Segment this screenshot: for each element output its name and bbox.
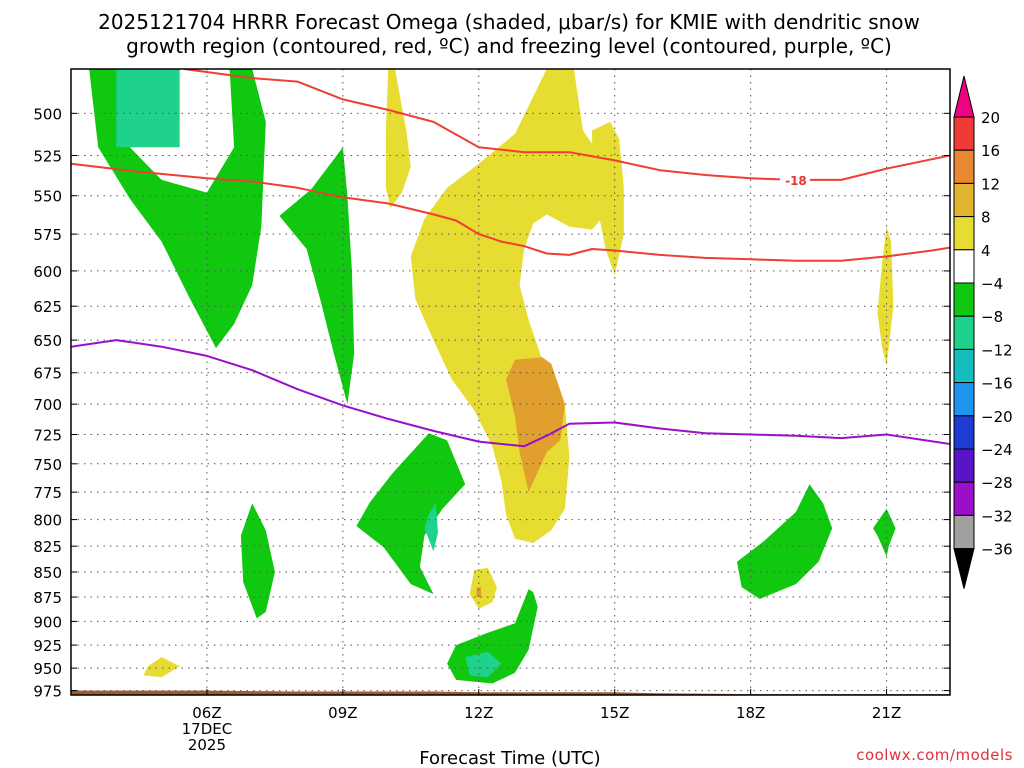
colorbar-label-12: 12 — [981, 175, 1000, 193]
x-axis-label: Forecast Time (UTC) — [419, 748, 600, 768]
plot-frame — [70, 68, 951, 696]
y-tick-label-850: 850 — [33, 564, 62, 582]
x-tick-sublabel-0: 17DEC — [182, 720, 233, 738]
contour-label-minus-18: -18 — [785, 174, 807, 188]
colorbar-box-8 — [953, 348, 975, 384]
colorbar-label--20: −20 — [981, 408, 1013, 426]
colorbar-label-4: 4 — [981, 242, 991, 260]
omega-region-teal-15 — [424, 503, 438, 552]
omega-region-green-9 — [240, 503, 275, 619]
y-tick-label-575: 575 — [33, 226, 62, 244]
colorbar-box-4 — [953, 216, 975, 251]
colorbar-box-3 — [953, 182, 975, 218]
colorbar-label--12: −12 — [981, 341, 1013, 359]
colorbar-box-5 — [953, 249, 975, 284]
omega-region-orange-6 — [506, 357, 565, 493]
y-tick-label-950: 950 — [33, 660, 62, 678]
chart-title-line-1: 2025121704 HRRR Forecast Omega (shaded, … — [98, 10, 920, 34]
y-tick-label-900: 900 — [33, 613, 62, 631]
colorbar-top-arrow — [953, 75, 975, 118]
omega-region-green-8 — [279, 147, 355, 405]
x-tick-sublabel-1: 2025 — [188, 736, 226, 754]
colorbar-label--32: −32 — [981, 507, 1013, 525]
y-tick-label-625: 625 — [33, 298, 62, 316]
chart-title-line-2: growth region (contoured, red, ºC) and f… — [126, 34, 892, 58]
omega-region-teal-16 — [465, 651, 502, 678]
omega-colorbar: 20 16 12 8 4 −4 −8 −12 −16 −20 −24 −28 −32 −36 — [953, 75, 1013, 589]
colorbar-box-11 — [953, 448, 975, 483]
omega-region-green-10 — [356, 433, 466, 595]
y-tick-label-800: 800 — [33, 512, 62, 530]
colorbar-label--24: −24 — [981, 441, 1013, 459]
omega-region-green-12 — [737, 484, 833, 599]
y-tick-label-750: 750 — [33, 456, 62, 474]
contour-label-bg — [779, 171, 810, 186]
snow-growth-contour--18 — [184, 69, 950, 181]
y-tick-label-500: 500 — [33, 105, 62, 123]
y-tick-label-875: 875 — [33, 589, 62, 607]
colorbar-box-12 — [953, 481, 975, 516]
omega-region-green-7 — [89, 69, 266, 349]
colorbar-box-9 — [953, 382, 975, 417]
plot-area: -18 — [70, 68, 951, 696]
omega-region-teal-14 — [116, 69, 180, 148]
omega-region-green-13 — [873, 508, 896, 557]
colorbar-label--28: −28 — [981, 474, 1013, 492]
terrain — [71, 690, 950, 695]
omega-region-yellow-2 — [385, 69, 411, 209]
y-tick-label-650: 650 — [33, 332, 62, 350]
y-tick-label-600: 600 — [33, 263, 62, 281]
colorbar-box-10 — [953, 415, 975, 450]
colorbar-box-6 — [953, 282, 975, 317]
omega-region-orange-17 — [476, 587, 481, 597]
x-tick-label-12Z: 12Z — [464, 704, 493, 722]
snow-growth-contour--12 — [71, 162, 950, 262]
omega-region-yellow-3 — [877, 226, 894, 367]
colorbar-bottom-arrow — [953, 548, 975, 589]
x-tick-label-21Z: 21Z — [872, 704, 901, 722]
colorbar-label--36: −36 — [981, 541, 1013, 559]
colorbar-box-1 — [953, 116, 975, 151]
x-tick-label-09Z: 09Z — [328, 704, 357, 722]
dotted-gridlines — [71, 69, 950, 695]
colorbar-box-13 — [953, 514, 975, 550]
temperature-contours — [71, 69, 950, 448]
y-tick-label-825: 825 — [33, 538, 62, 556]
y-tick-label-675: 675 — [33, 365, 62, 383]
colorbar-box-7 — [953, 315, 975, 350]
colorbar-label--8: −8 — [981, 308, 1003, 326]
colorbar-box-2 — [953, 149, 975, 184]
colorbar-label--4: −4 — [981, 275, 1003, 293]
y-tick-label-975: 975 — [33, 683, 62, 701]
terrain-fill — [71, 690, 950, 695]
colorbar-label--16: −16 — [981, 375, 1013, 393]
colorbar-label-20: 20 — [981, 109, 1000, 127]
x-tick-label-06Z: 06Z — [192, 704, 221, 722]
y-tick-label-925: 925 — [33, 637, 62, 655]
colorbar-label-8: 8 — [981, 209, 991, 227]
credit-text[interactable]: coolwx.com/models — [856, 746, 1013, 764]
freezing-level-contour — [71, 339, 950, 448]
y-tick-label-700: 700 — [33, 396, 62, 414]
y-tick-label-525: 525 — [33, 148, 62, 166]
x-tick-label-18Z: 18Z — [736, 704, 765, 722]
x-tick-label-15Z: 15Z — [600, 704, 629, 722]
omega-region-yellow-5 — [143, 657, 180, 678]
colorbar-label-16: 16 — [981, 142, 1000, 160]
omega-region-yellow-4 — [469, 567, 497, 609]
pressure-axis: 500 525 550 575 600 625 650 675 700 725 750 775 800 8… — [33, 105, 950, 701]
y-tick-label-550: 550 — [33, 188, 62, 206]
y-tick-label-725: 725 — [33, 426, 62, 444]
y-tick-label-775: 775 — [33, 484, 62, 502]
